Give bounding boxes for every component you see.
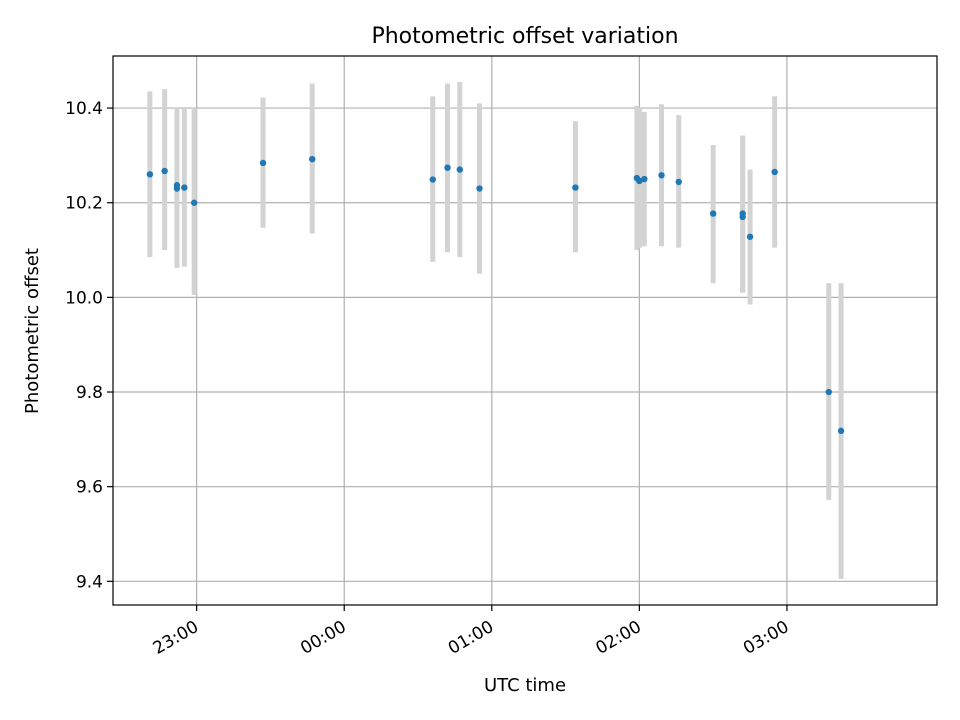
data-point xyxy=(259,159,267,167)
data-point xyxy=(837,427,845,435)
x-tick-label: 23:00 xyxy=(150,617,202,659)
y-tick-label: 9.6 xyxy=(76,478,103,498)
data-point xyxy=(181,184,188,191)
y-tick-label: 10.0 xyxy=(65,288,103,308)
axis-ticks: 23:00 00:00 01:00 02:00 03:00 9.4 9.6 9.8 10.0 10… xyxy=(65,99,792,659)
chart-title: Photometric offset variation xyxy=(371,24,678,49)
data-point xyxy=(739,210,746,217)
data-point xyxy=(309,155,316,163)
data-point xyxy=(429,176,436,183)
y-tick-label: 9.4 xyxy=(76,572,103,592)
data-point xyxy=(658,172,665,179)
data-point xyxy=(746,233,754,240)
x-tick-label: 03:00 xyxy=(740,617,792,659)
data-point xyxy=(444,164,451,171)
data-point xyxy=(190,199,198,206)
y-tick-label: 10.4 xyxy=(65,99,103,119)
data-point xyxy=(641,175,648,183)
data-point xyxy=(173,185,181,192)
data-point xyxy=(146,171,154,178)
data-point xyxy=(456,166,464,173)
error-bars xyxy=(147,82,844,579)
data-point xyxy=(572,184,579,191)
data-point xyxy=(709,210,717,217)
data-point xyxy=(476,185,483,192)
plot-frame xyxy=(112,55,938,606)
data-points xyxy=(146,155,845,435)
data-point xyxy=(636,177,643,185)
x-tick-label: 00:00 xyxy=(297,617,349,659)
y-tick-label: 10.2 xyxy=(65,194,103,214)
y-tick-label: 9.8 xyxy=(76,383,103,403)
y-axis-label: Photometric offset xyxy=(22,248,43,414)
x-tick-label: 01:00 xyxy=(445,617,497,659)
data-point xyxy=(771,168,778,176)
data-point xyxy=(825,388,832,396)
grid xyxy=(113,56,937,605)
x-tick-label: 02:00 xyxy=(592,617,644,659)
x-axis-label: UTC time xyxy=(484,675,566,696)
data-point xyxy=(675,178,682,186)
data-point xyxy=(161,167,168,175)
